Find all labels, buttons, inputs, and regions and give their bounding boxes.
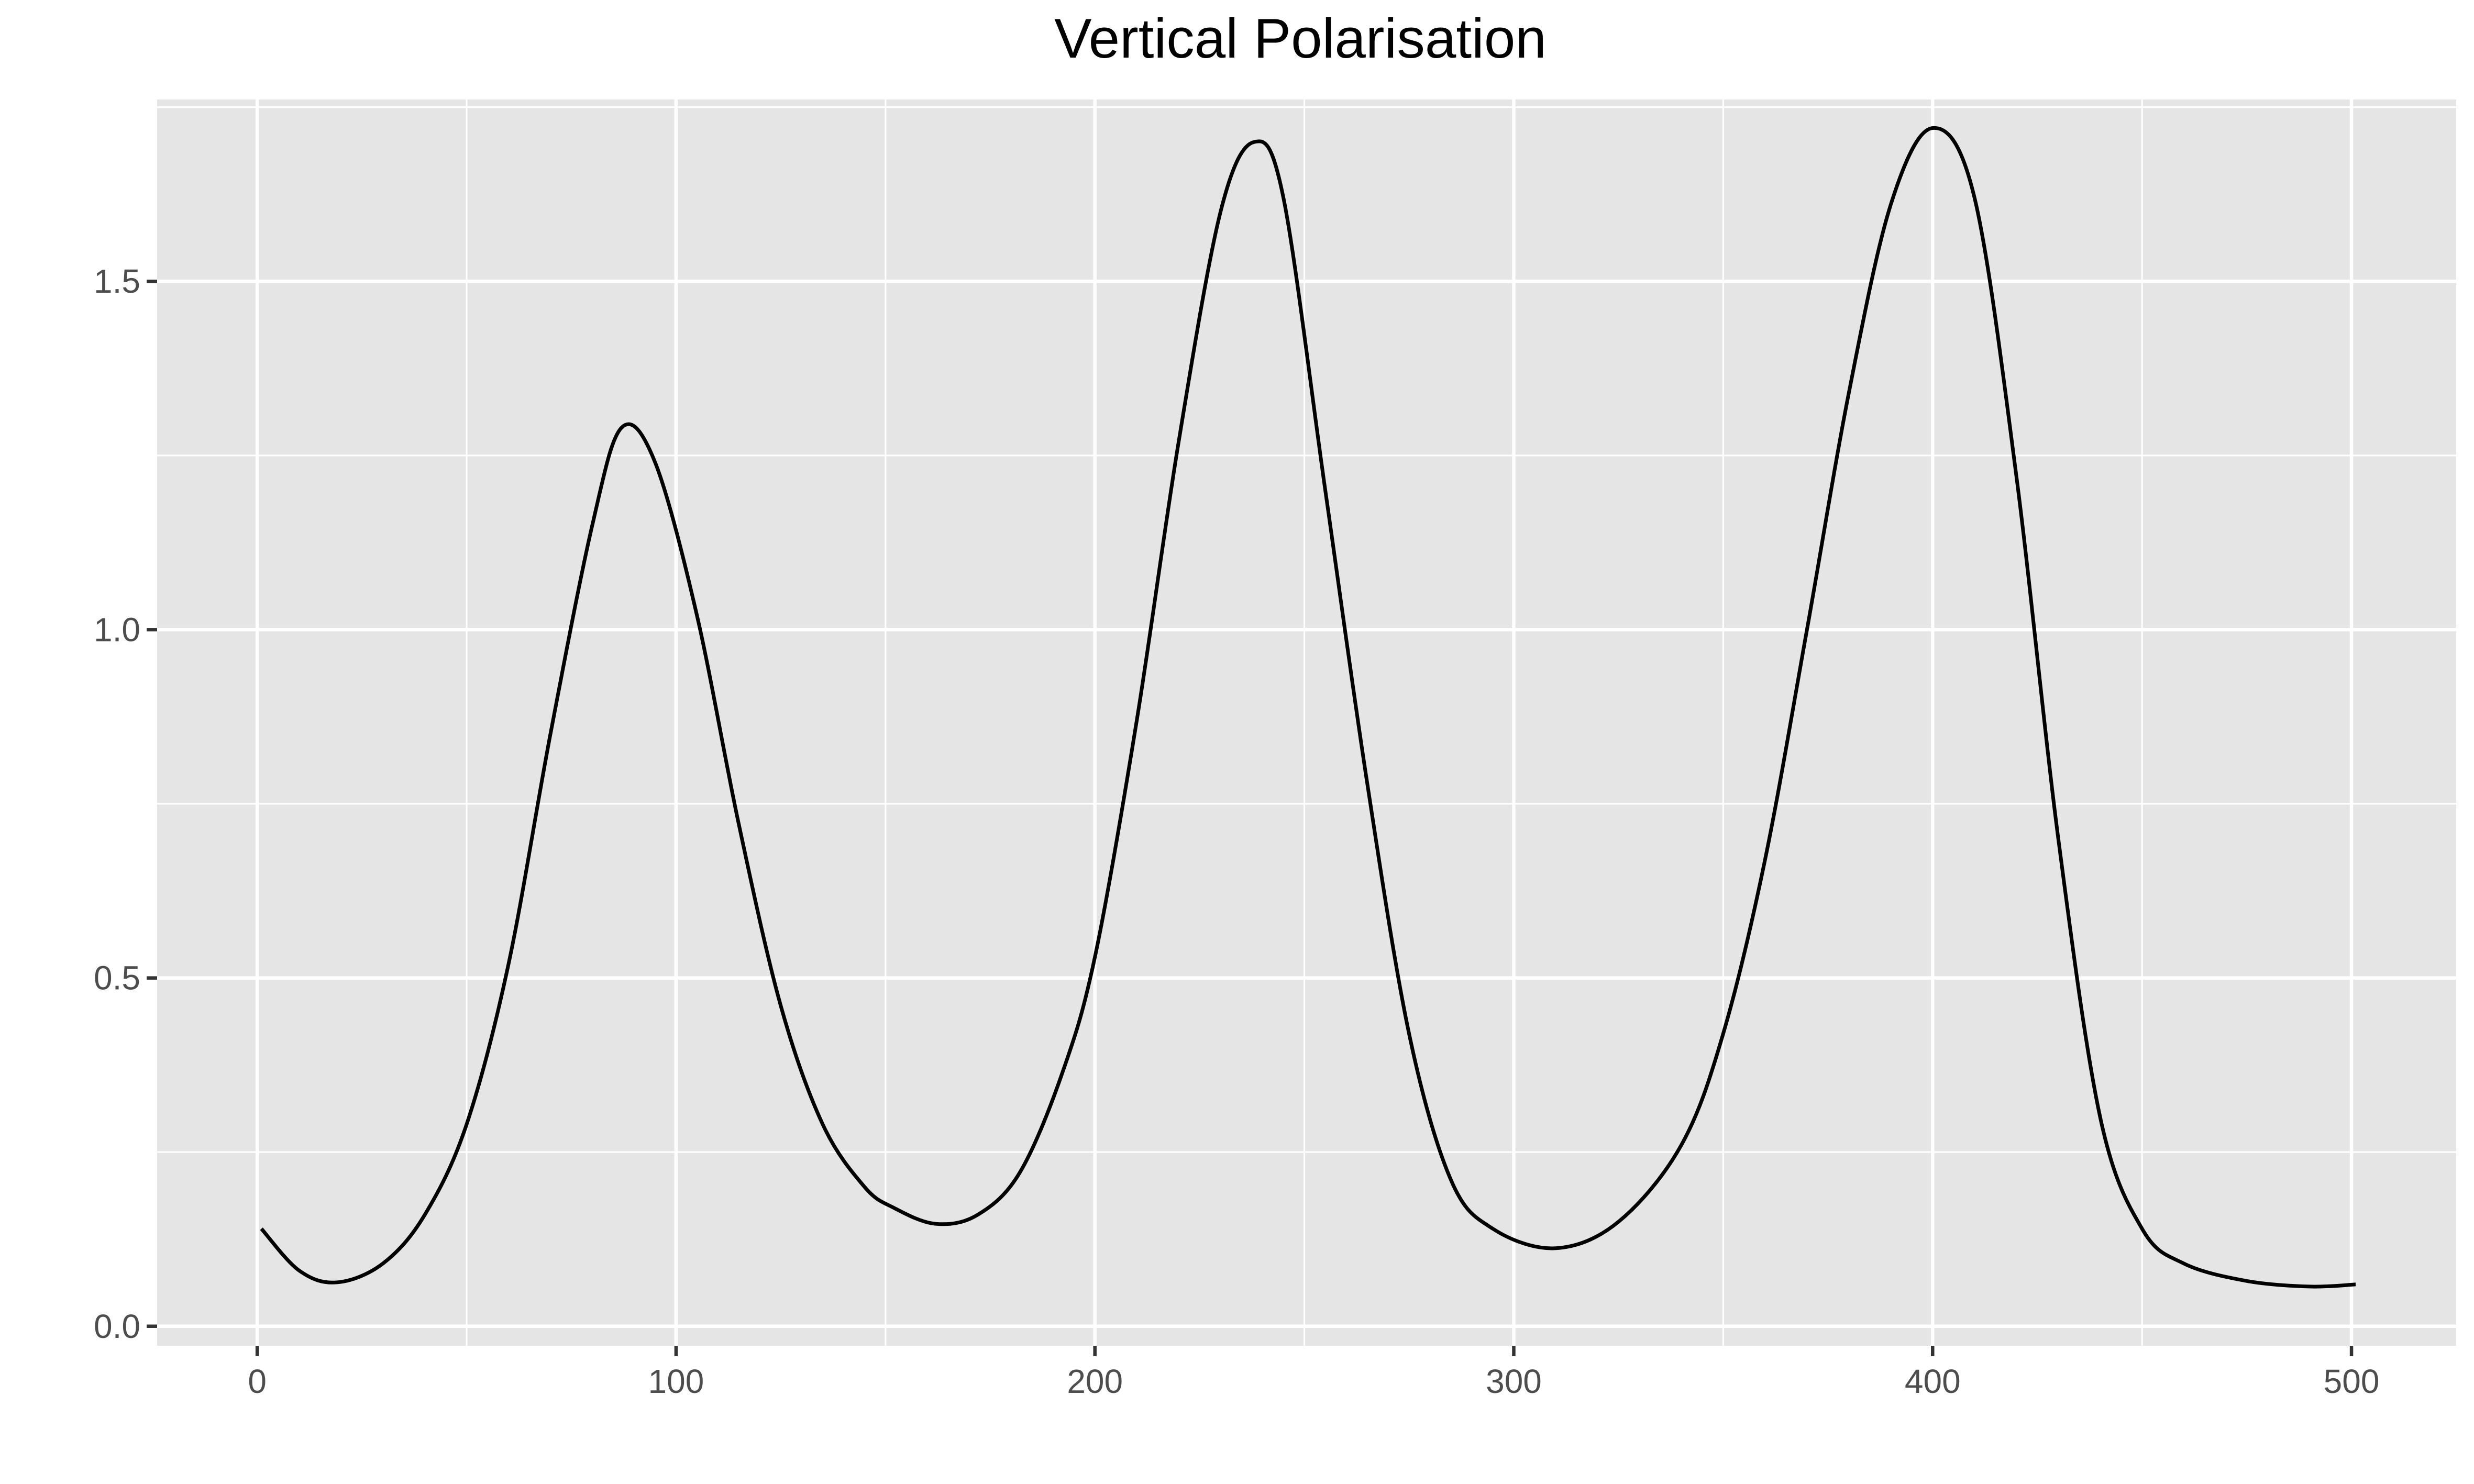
chart-title: Vertical Polarisation [1054,7,1547,70]
x-axis-tick-label: 400 [1905,1363,1961,1400]
series-line [260,126,2356,1289]
plot-area: 0.0 0.5 1.0 1.5 0 100 200 300 400 500 [94,99,2456,1400]
y-axis-tick-label: 1.0 [94,611,140,648]
plot-panel-background [157,99,2456,1346]
x-axis-tick-label: 500 [2324,1363,2380,1400]
x-axis-tick-label: 200 [1067,1363,1123,1400]
y-axis-tick-label: 0.0 [94,1308,140,1345]
x-axis-tick-label: 100 [648,1363,704,1400]
x-axis-tick-label: 300 [1486,1363,1542,1400]
x-axis-tick-label: 0 [248,1363,267,1400]
y-axis-tick-label: 1.5 [94,262,140,300]
y-axis-tick-label: 0.5 [94,959,140,997]
